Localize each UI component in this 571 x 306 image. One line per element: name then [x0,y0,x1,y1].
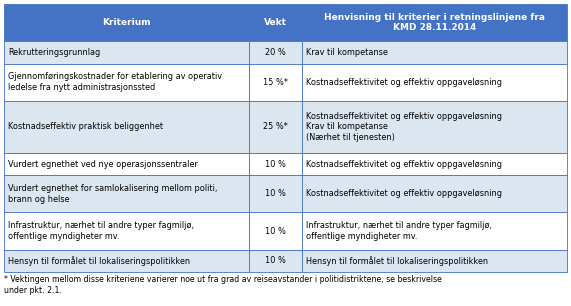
Bar [249,101,303,153]
Bar [4,212,249,250]
Bar [303,212,567,250]
Bar [303,175,567,212]
Text: Hensyn til formålet til lokaliseringspolitikken: Hensyn til formålet til lokaliseringspol… [307,256,489,266]
Text: Vurdert egnethet ved nye operasjonssentraler: Vurdert egnethet ved nye operasjonssentr… [8,159,198,169]
Bar [4,64,249,101]
Bar [303,250,567,272]
Text: Kostnadseffektivitet og effektiv oppgaveløsning: Kostnadseffektivitet og effektiv oppgave… [307,78,502,87]
Bar [303,153,567,175]
Text: 10 %: 10 % [265,189,286,198]
Bar [249,250,303,272]
Bar [4,4,249,41]
Text: Vekt: Vekt [264,18,287,27]
Text: Kostnadseffektiv praktisk beliggenhet: Kostnadseffektiv praktisk beliggenhet [8,122,163,131]
Text: Infrastruktur, nærhet til andre typer fagmiljø,
offentlige myndigheter mv.: Infrastruktur, nærhet til andre typer fa… [307,221,493,241]
Text: Vurdert egnethet for samlokalisering mellom politi,
brann og helse: Vurdert egnethet for samlokalisering mel… [8,184,218,204]
Bar [303,64,567,101]
Bar [249,212,303,250]
Text: Gjennomføringskostnader for etablering av operativ
ledelse fra nytt administrasj: Gjennomføringskostnader for etablering a… [8,72,222,92]
Text: 20 %: 20 % [266,48,286,57]
Bar [4,250,249,272]
Text: * Vektingen mellom disse kriteriene varierer noe ut fra grad av reiseavstander i: * Vektingen mellom disse kriteriene vari… [4,275,442,295]
Bar [4,101,249,153]
Bar [303,101,567,153]
Text: Rekrutteringsgrunnlag: Rekrutteringsgrunnlag [8,48,100,57]
Text: 25 %*: 25 %* [263,122,288,131]
Text: Infrastruktur, nærhet til andre typer fagmiljø,
offentlige myndigheter mv.: Infrastruktur, nærhet til andre typer fa… [8,221,194,241]
Text: 10 %: 10 % [265,226,286,236]
Text: Kostnadseffektivitet og effektiv oppgaveløsning
Krav til kompetanse
(Nærhet til : Kostnadseffektivitet og effektiv oppgave… [307,112,502,142]
Text: 15 %*: 15 %* [263,78,288,87]
Bar [249,4,303,41]
Bar [249,64,303,101]
Bar [303,41,567,64]
Text: 10 %: 10 % [265,159,286,169]
Text: Hensyn til formålet til lokaliseringspolitikken: Hensyn til formålet til lokaliseringspol… [8,256,190,266]
Text: Kostnadseffektivitet og effektiv oppgaveløsning: Kostnadseffektivitet og effektiv oppgave… [307,159,502,169]
Text: Krav til kompetanse: Krav til kompetanse [307,48,388,57]
Bar [4,41,249,64]
Bar [249,153,303,175]
Bar [249,175,303,212]
Text: 10 %: 10 % [265,256,286,265]
Text: Henvisning til kriterier i retningslinjene fra
KMD 28.11.2014: Henvisning til kriterier i retningslinje… [324,13,545,32]
Text: Kriterium: Kriterium [102,18,151,27]
Bar [303,4,567,41]
Bar [249,41,303,64]
Text: Kostnadseffektivitet og effektiv oppgaveløsning: Kostnadseffektivitet og effektiv oppgave… [307,189,502,198]
Bar [4,153,249,175]
Bar [4,175,249,212]
